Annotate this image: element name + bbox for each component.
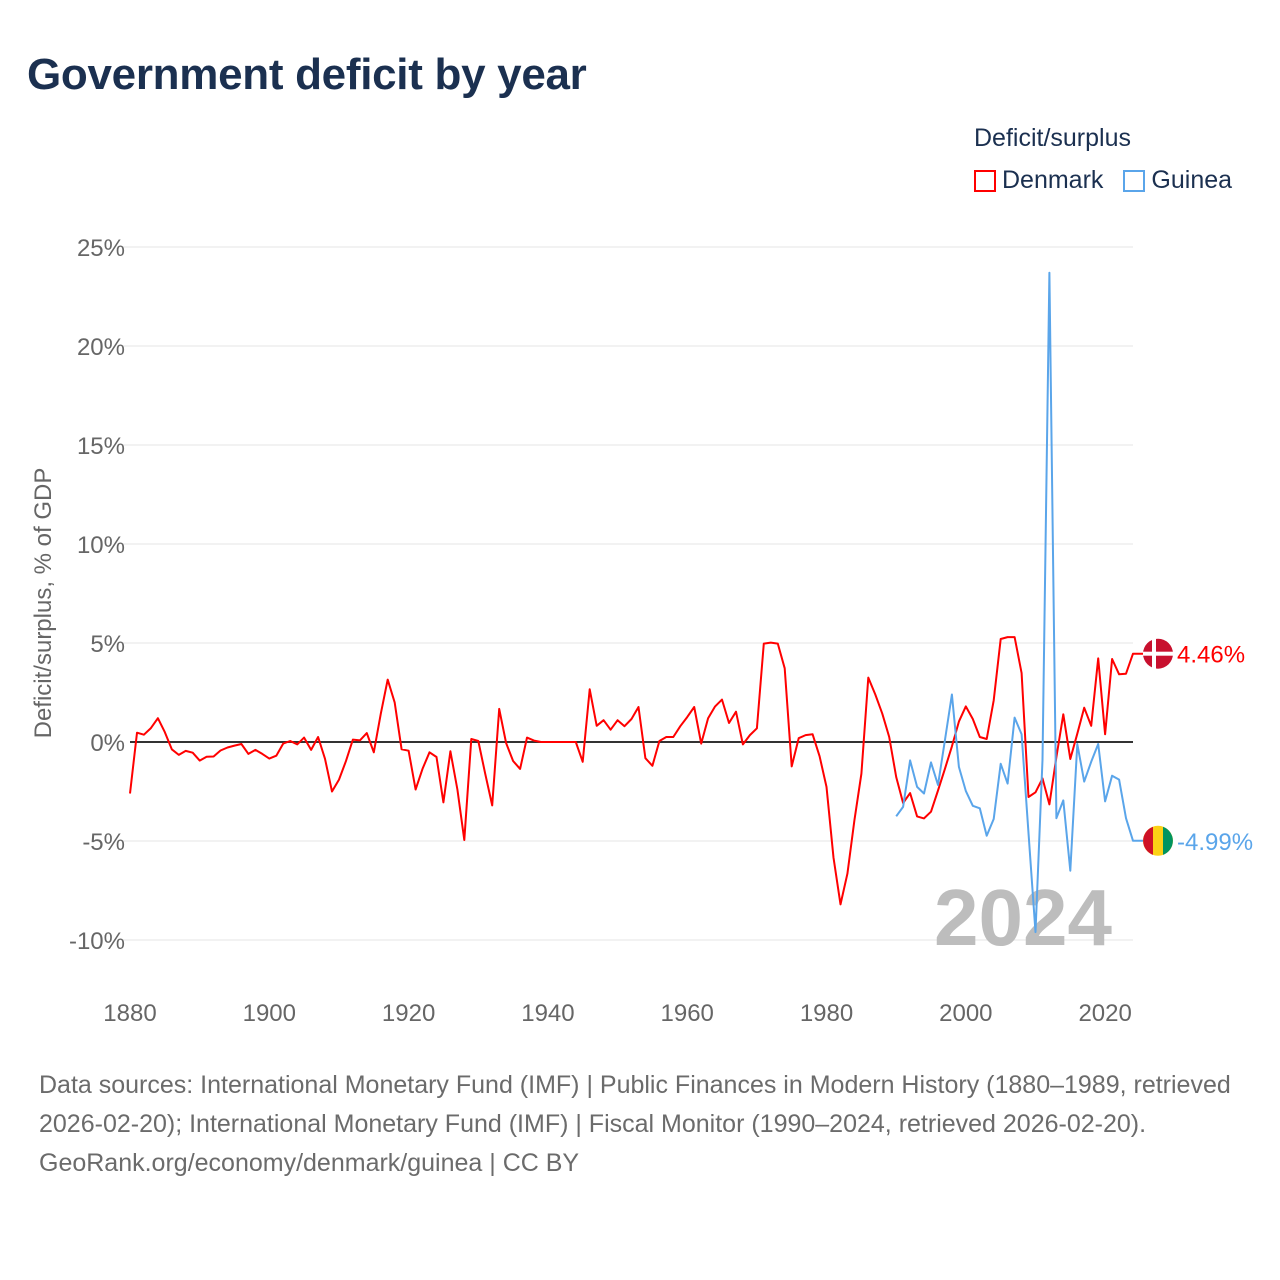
line-chart: 25% 20% 15% 10% 5% 0% -5% -10% 1880 1900 1920 1940 1… xyxy=(30,235,1253,1027)
legend-item-denmark[interactable]: Denmark xyxy=(974,166,1103,195)
series-line-denmark xyxy=(129,636,1145,906)
legend-swatch-guinea xyxy=(1123,169,1146,192)
y-tick-label: 15% xyxy=(77,433,125,460)
denmark-flag-cross xyxy=(1143,651,1173,656)
footer: Data sources: International Monetary Fun… xyxy=(39,1066,1249,1183)
y-tick-label: 10% xyxy=(77,532,125,559)
y-tick-label: -10% xyxy=(69,928,125,955)
legend: Denmark Guinea xyxy=(974,166,1232,195)
end-value-label: 4.46% xyxy=(1177,642,1245,669)
series-line-guinea xyxy=(895,271,1145,934)
legend-swatch-denmark xyxy=(974,169,996,192)
credit-link[interactable]: GeoRank.org/economy/denmark/guinea | CC … xyxy=(39,1149,580,1177)
y-axis-label: Deficit/surplus, % of GDP xyxy=(30,468,57,739)
legend-title: Deficit/surplus xyxy=(974,124,1131,152)
guinea-flag-green xyxy=(1163,826,1173,855)
x-tick-label: 1920 xyxy=(382,1000,435,1027)
x-tick-label: 1960 xyxy=(661,1000,714,1027)
page-title: Government deficit by year xyxy=(27,50,587,99)
data-sources: Data sources: International Monetary Fun… xyxy=(39,1071,1231,1138)
x-tick-label: 1900 xyxy=(243,1000,296,1027)
end-value-label: -4.99% xyxy=(1177,829,1253,856)
y-tick-label: -5% xyxy=(82,829,125,856)
y-tick-label: 20% xyxy=(77,334,125,361)
y-tick-label: 25% xyxy=(77,235,125,262)
legend-label: Guinea xyxy=(1151,166,1233,194)
x-tick-label: 2000 xyxy=(939,1000,992,1027)
y-tick-label: 0% xyxy=(90,730,125,757)
legend-item-guinea[interactable]: Guinea xyxy=(1123,166,1232,195)
year-watermark: 2024 xyxy=(934,873,1112,962)
legend-label: Denmark xyxy=(1002,166,1104,194)
x-tick-label: 2020 xyxy=(1078,1000,1131,1027)
x-tick-label: 1940 xyxy=(521,1000,574,1027)
guinea-flag-red xyxy=(1143,826,1153,855)
x-tick-label: 1880 xyxy=(103,1000,156,1027)
y-tick-label: 5% xyxy=(90,631,125,658)
x-tick-label: 1980 xyxy=(800,1000,853,1027)
